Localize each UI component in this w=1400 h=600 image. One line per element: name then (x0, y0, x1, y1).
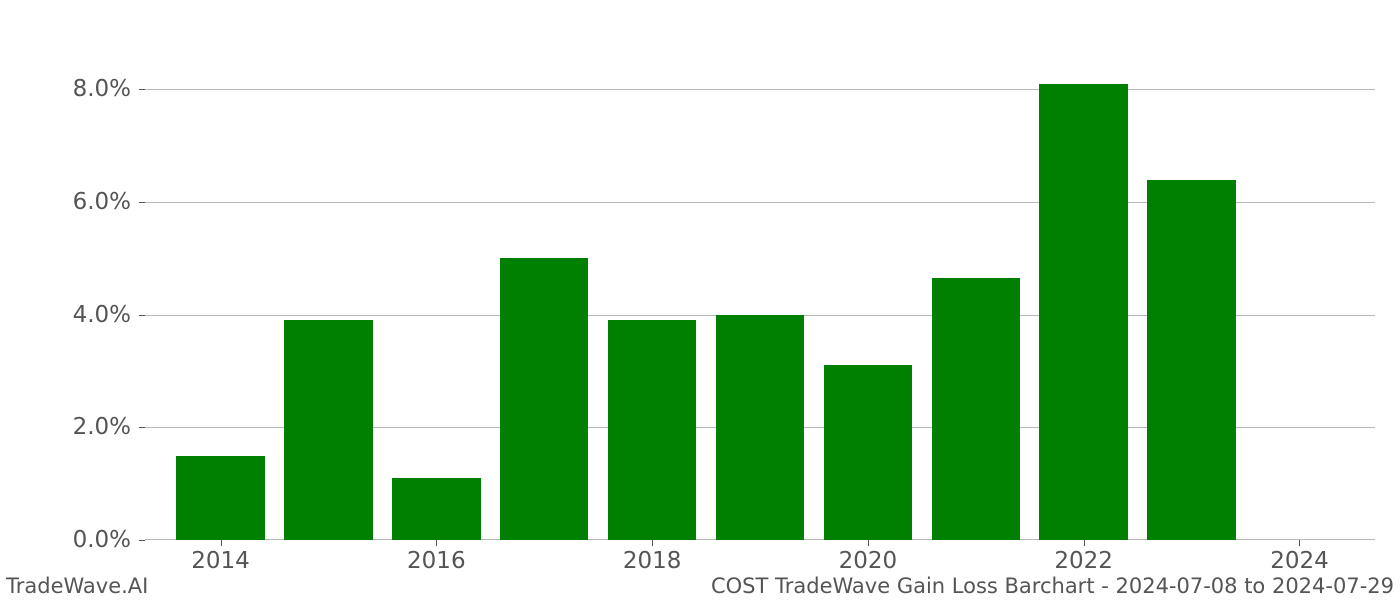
y-tick-mark (139, 540, 145, 541)
x-tick-mark (1299, 540, 1300, 546)
bar-chart: 0.0%2.0%4.0%6.0%8.0%20142016201820202022… (145, 50, 1375, 540)
x-tick-label: 2018 (623, 548, 682, 574)
x-tick-mark (868, 540, 869, 546)
x-tick-label: 2020 (839, 548, 898, 574)
x-tick-mark (652, 540, 653, 546)
y-tick-label: 8.0% (73, 76, 131, 102)
bar (932, 278, 1020, 540)
y-tick-mark (139, 89, 145, 90)
bar (176, 456, 264, 540)
bar (392, 478, 480, 540)
y-tick-mark (139, 202, 145, 203)
bar (824, 365, 912, 540)
y-tick-label: 6.0% (73, 189, 131, 215)
x-tick-label: 2014 (191, 548, 250, 574)
bar (284, 320, 372, 540)
plot-area: 0.0%2.0%4.0%6.0%8.0%20142016201820202022… (145, 50, 1375, 540)
bar (1039, 84, 1127, 540)
bar (608, 320, 696, 540)
bar (716, 315, 804, 540)
y-tick-label: 0.0% (73, 527, 131, 553)
y-tick-mark (139, 315, 145, 316)
y-tick-mark (139, 427, 145, 428)
gridline (145, 89, 1375, 90)
x-tick-mark (1084, 540, 1085, 546)
x-tick-label: 2024 (1270, 548, 1329, 574)
x-tick-mark (221, 540, 222, 546)
footer-right-text: COST TradeWave Gain Loss Barchart - 2024… (711, 574, 1394, 598)
bar (1147, 180, 1235, 540)
x-tick-label: 2016 (407, 548, 466, 574)
x-tick-mark (436, 540, 437, 546)
y-tick-label: 4.0% (73, 302, 131, 328)
x-tick-label: 2022 (1054, 548, 1113, 574)
footer-left-text: TradeWave.AI (6, 574, 148, 598)
bar (500, 258, 588, 540)
y-tick-label: 2.0% (73, 414, 131, 440)
